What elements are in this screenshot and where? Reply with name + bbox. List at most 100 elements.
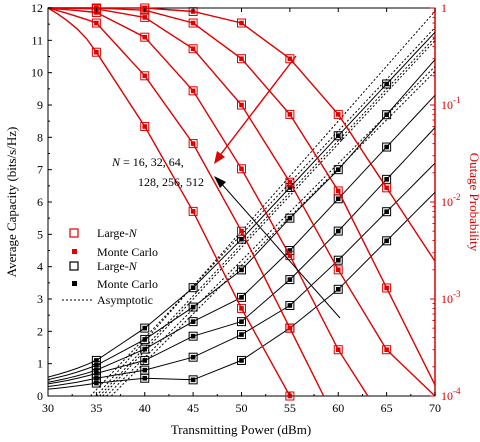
annotation-arrow-black [219, 181, 341, 319]
capacity-filled-marker [384, 112, 389, 117]
capacity-open-marker [382, 207, 392, 217]
capacity-filled-marker [94, 375, 99, 381]
outage-filled-marker [384, 185, 389, 191]
outage-open-marker [188, 139, 198, 149]
outage-open-marker [333, 345, 343, 355]
capacity-filled-marker [94, 367, 99, 373]
y-left-tick-label: 11 [31, 33, 43, 47]
outage-open-marker [237, 54, 246, 64]
x-axis-title: Transmitting Power (dBm) [171, 422, 311, 437]
legend-marker-red-filled [72, 249, 77, 254]
capacity-open-marker [237, 292, 246, 302]
y-left-tick-label: 10 [31, 66, 43, 80]
outage-open-marker [382, 283, 392, 293]
outage-filled-marker [335, 188, 341, 194]
capacity-filled-marker [94, 358, 99, 363]
capacity-filled-marker [190, 354, 196, 360]
legend-label-large-n-black: Large-N [97, 259, 138, 273]
y-right-tick-base: 1 [441, 1, 447, 15]
outage-curve-N512 [47, 7, 291, 397]
capacity-filled-marker [142, 367, 148, 373]
y-left-tick-label: 3 [37, 292, 43, 306]
capacity-filled-marker [239, 358, 244, 363]
capacity-filled-marker [384, 144, 389, 150]
capacity-open-marker [140, 334, 150, 344]
capacity-filled-marker [335, 228, 341, 234]
outage-filled-marker [335, 112, 341, 117]
outage-filled-marker [190, 88, 196, 94]
y-right-tick-base: 10 [441, 98, 453, 112]
capacity-filled-marker [335, 257, 341, 263]
capacity-open-marker [91, 355, 101, 365]
outage-filled-marker [239, 102, 244, 108]
x-tick-label: 50 [236, 401, 248, 415]
capacity-open-marker [333, 284, 343, 294]
capacity-filled-marker [335, 287, 341, 292]
outage-open-marker [140, 71, 150, 81]
outage-filled-marker [94, 20, 99, 26]
x-tick-label: 40 [139, 401, 151, 415]
capacity-open-marker [285, 213, 295, 223]
capacity-filled-marker [384, 238, 389, 244]
outage-filled-marker [190, 46, 196, 52]
capacity-open-marker [140, 355, 150, 365]
outage-filled-marker [384, 285, 389, 291]
outage-filled-marker [287, 253, 293, 258]
capacity-filled-marker [142, 358, 148, 363]
capacity-filled-marker [287, 215, 293, 221]
outage-filled-marker [239, 56, 244, 62]
annotation-arrow-red [217, 55, 297, 159]
x-tick-label: 65 [381, 401, 393, 415]
y-right-tick-label: 10-3 [441, 289, 461, 306]
outage-open-marker [237, 100, 246, 110]
outage-open-marker [188, 18, 198, 28]
outage-filled-marker [142, 15, 148, 20]
legend: Large-N Monte Carlo Large-N Monte Carlo … [62, 226, 158, 307]
capacity-open-marker [188, 302, 198, 312]
outage-filled-marker [239, 228, 244, 234]
ticks-layer: 30 35 40 45 50 55 60 65 70012345678910111210-410… [31, 1, 461, 415]
asymptote-N128 [99, 36, 436, 397]
outage-filled-marker [190, 20, 196, 26]
capacity-filled-marker [335, 167, 341, 172]
capacity-open-marker [382, 142, 392, 152]
capacity-filled-marker [94, 362, 99, 368]
legend-label-large-n-red-italic: N [128, 226, 138, 240]
outage-open-marker [140, 32, 150, 42]
legend-marker-red-open [69, 228, 79, 238]
capacity-open-marker [237, 330, 246, 340]
y-right-tick-exponent: -3 [453, 289, 461, 299]
outage-open-marker [188, 44, 198, 54]
outage-filled-marker [287, 56, 293, 62]
outage-open-marker [333, 186, 343, 196]
outage-filled-marker [142, 124, 148, 129]
capacity-open-marker [285, 275, 295, 285]
outage-open-marker [382, 345, 392, 355]
capacity-filled-marker [287, 248, 293, 253]
outage-open-marker [237, 303, 246, 313]
y-right-tick-label: 10-4 [441, 386, 461, 403]
outage-open-marker [140, 12, 150, 22]
capacity-filled-marker [190, 333, 196, 339]
outage-open-marker [333, 265, 343, 275]
capacity-open-marker [140, 344, 150, 354]
outage-filled-marker [239, 306, 244, 311]
plot-area [47, 7, 436, 397]
capacity-open-marker [382, 236, 392, 246]
asymptote-N16 [110, 71, 436, 397]
capacity-filled-marker [94, 371, 99, 376]
y-left-tick-label: 9 [37, 98, 43, 112]
legend-label-asymptotic: Asymptotic [97, 293, 153, 307]
asymptote-N32 [106, 66, 436, 397]
legend-label-monte-carlo-black: Monte Carlo [97, 277, 158, 291]
capacity-open-marker [382, 110, 392, 120]
y-right-tick-exponent: -4 [453, 386, 461, 396]
outage-open-marker [140, 122, 150, 132]
outage-filled-marker [190, 209, 196, 214]
capacity-open-marker [188, 317, 198, 327]
capacity-open-marker [333, 165, 343, 175]
capacity-filled-marker [239, 295, 244, 300]
outage-filled-marker [287, 325, 293, 331]
outage-open-marker [285, 177, 295, 187]
legend-label-large-n-black-text: Large- [97, 259, 129, 273]
